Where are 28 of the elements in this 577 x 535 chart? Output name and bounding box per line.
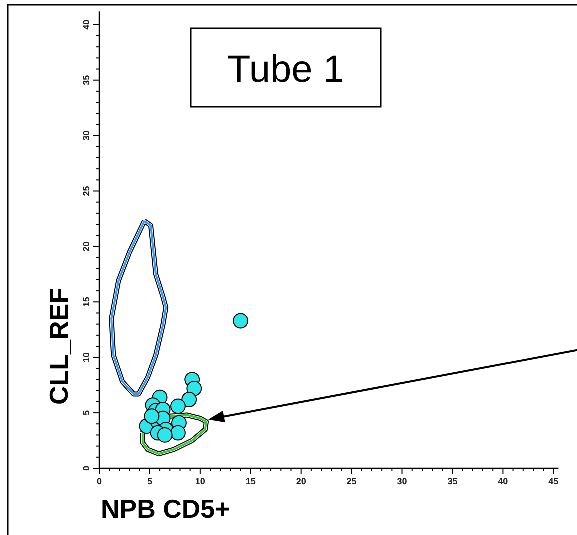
y-tick-label: 30 <box>82 130 92 141</box>
point <box>157 428 173 443</box>
text: Tube 1 <box>228 49 344 91</box>
x-tick-label: 40 <box>498 476 508 486</box>
y-tick-label: 10 <box>82 352 92 363</box>
y-tick-label: 35 <box>82 75 92 86</box>
y-tick-label: 15 <box>82 297 92 308</box>
y-axis-title: CLL_REF <box>44 288 74 406</box>
point <box>182 392 198 408</box>
x-tick-label: 10 <box>195 476 206 486</box>
y-tick-label: 40 <box>82 20 92 30</box>
x-tick-label: 20 <box>296 476 306 486</box>
x-tick-label: 25 <box>346 476 357 486</box>
x-tick-label: 30 <box>397 476 408 486</box>
x-tick-label: 5 <box>147 476 152 486</box>
y-tick-label: 0 <box>82 466 92 472</box>
point <box>144 408 160 424</box>
x-tick-label: 45 <box>548 476 559 486</box>
x-tick-label: 15 <box>246 476 256 486</box>
y-tick-label: 20 <box>82 242 92 252</box>
point <box>170 398 186 414</box>
x-tick-label: 0 <box>96 476 102 486</box>
x-tick-label: 35 <box>448 476 458 486</box>
y-tick-label: 25 <box>82 186 92 196</box>
point <box>233 313 248 329</box>
y-tick-label: 5 <box>82 410 92 416</box>
x-axis-title: NPB CD5+ <box>101 494 230 524</box>
point <box>170 425 186 441</box>
